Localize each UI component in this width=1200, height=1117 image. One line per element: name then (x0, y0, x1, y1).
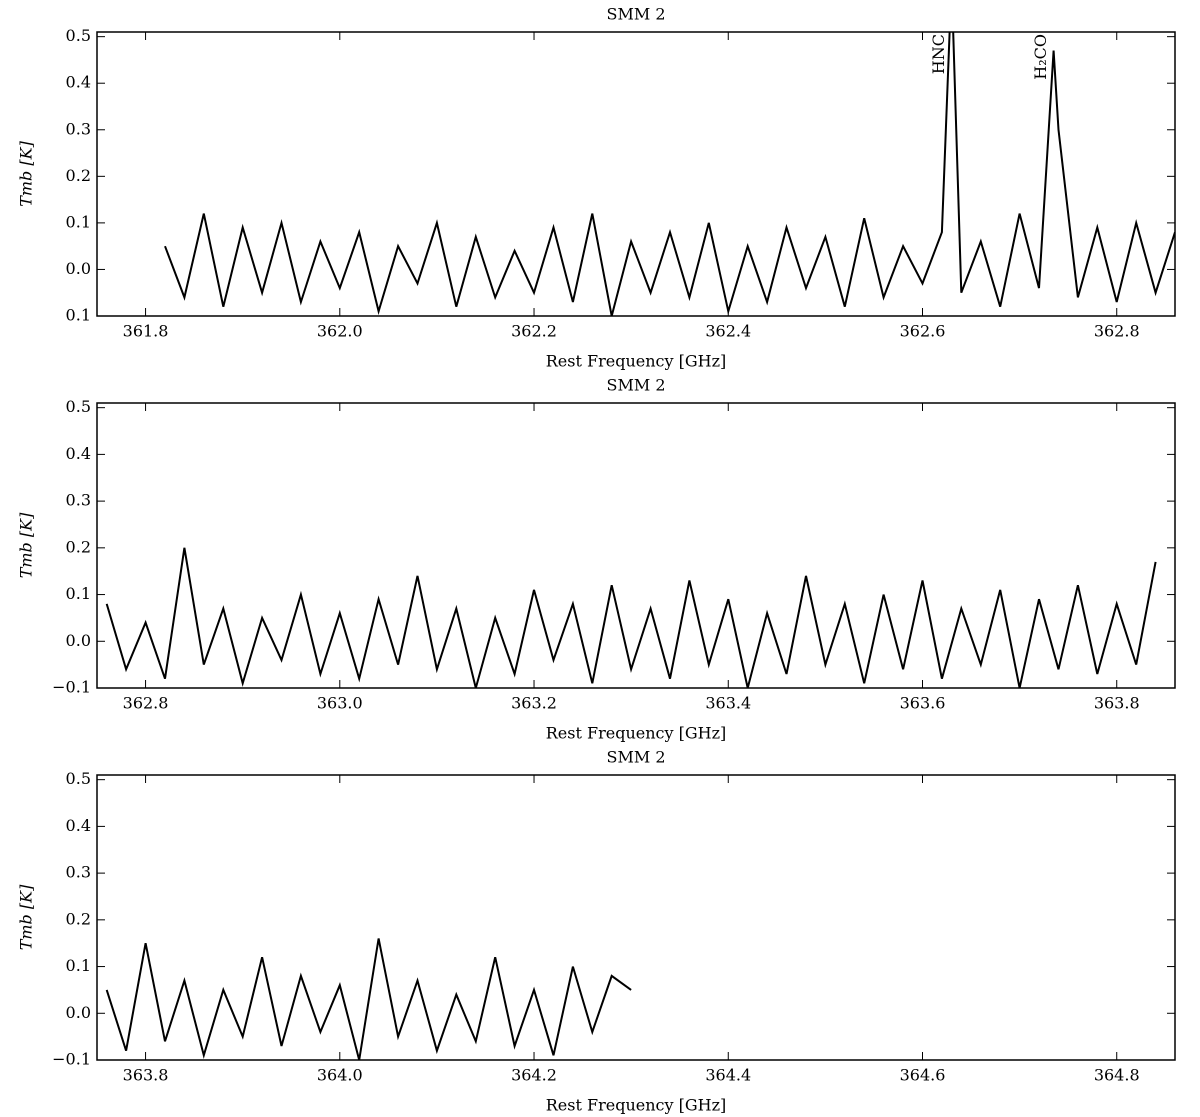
spectrum-line (105, 938, 632, 1060)
y-tick-label: 0.2 (66, 166, 91, 185)
y-tick-label: 0.5 (66, 769, 91, 788)
x-tick-label: 362.8 (123, 694, 169, 713)
y-tick-label: 0.0 (66, 1003, 91, 1022)
line-annotation: H₂CO (1031, 34, 1050, 80)
panel-title: SMM 2 (607, 748, 666, 767)
x-tick-label: 363.8 (123, 1066, 169, 1085)
x-tick-label: 363.6 (900, 694, 946, 713)
y-tick-label: 0.3 (66, 119, 91, 138)
x-tick-label: 362.4 (705, 322, 751, 341)
x-tick-label: 363.4 (705, 694, 751, 713)
y-tick-label: 0.1 (66, 212, 91, 231)
y-tick-label: 0.0 (66, 259, 91, 278)
spectrum-line (105, 547, 1157, 688)
x-axis-label: Rest Frequency [GHz] (546, 724, 727, 743)
y-tick-label: 0.1 (66, 306, 91, 325)
y-tick-label: 0.3 (66, 491, 91, 510)
y-tick-label: 0.4 (66, 816, 91, 835)
axes-frame (96, 402, 1176, 689)
y-axis-label: Tmb [K] (17, 140, 36, 206)
panel-title: SMM 2 (607, 5, 666, 24)
x-tick-label: 362.0 (317, 322, 363, 341)
y-axis-label: Tmb [K] (17, 884, 36, 950)
x-axis-label: Rest Frequency [GHz] (546, 1096, 727, 1115)
x-tick-label: 363.0 (317, 694, 363, 713)
spectrum-line (164, 32, 1175, 316)
x-tick-label: 362.2 (511, 322, 557, 341)
axes-frame (96, 31, 1176, 317)
y-tick-label: 0.2 (66, 909, 91, 928)
x-tick-label: 364.8 (1094, 1066, 1140, 1085)
x-tick-label: 362.8 (1094, 322, 1140, 341)
x-tick-label: 364.6 (900, 1066, 946, 1085)
y-tick-label: 0.2 (66, 537, 91, 556)
y-tick-label: 0.1 (66, 956, 91, 975)
y-tick-label: 0.4 (66, 73, 91, 92)
x-tick-label: 362.6 (900, 322, 946, 341)
y-tick-label: 0.5 (66, 397, 91, 416)
axes-frame (96, 774, 1176, 1061)
x-tick-label: 364.4 (705, 1066, 751, 1085)
x-tick-label: 361.8 (123, 322, 169, 341)
x-tick-label: 363.2 (511, 694, 557, 713)
y-axis-label: Tmb [K] (17, 512, 36, 578)
x-tick-label: 364.2 (511, 1066, 557, 1085)
x-axis-label: Rest Frequency [GHz] (546, 352, 727, 371)
x-tick-label: 363.8 (1094, 694, 1140, 713)
y-tick-label: 0.5 (66, 26, 91, 45)
y-tick-label: 0.4 (66, 444, 91, 463)
y-tick-label: 0.3 (66, 863, 91, 882)
y-tick-label: 0.0 (66, 631, 91, 650)
x-tick-label: 364.0 (317, 1066, 363, 1085)
panel-title: SMM 2 (607, 376, 666, 395)
y-tick-label: −0.1 (52, 678, 91, 697)
y-tick-label: 0.1 (66, 584, 91, 603)
y-tick-label: −0.1 (52, 1050, 91, 1069)
line-annotation: HNC (929, 34, 948, 74)
